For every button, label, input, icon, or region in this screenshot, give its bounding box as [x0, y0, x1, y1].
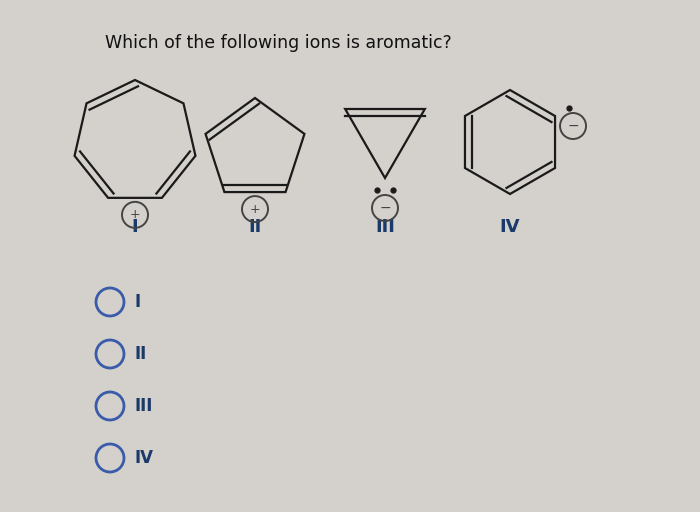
Text: I: I: [132, 218, 139, 236]
Text: +: +: [130, 208, 140, 221]
Text: IV: IV: [134, 449, 153, 467]
Text: II: II: [134, 345, 146, 363]
Text: IV: IV: [500, 218, 520, 236]
Text: III: III: [134, 397, 153, 415]
Text: I: I: [134, 293, 140, 311]
Text: −: −: [379, 201, 391, 215]
Text: III: III: [375, 218, 395, 236]
Text: Which of the following ions is aromatic?: Which of the following ions is aromatic?: [105, 34, 452, 52]
Text: II: II: [248, 218, 262, 236]
Text: −: −: [567, 119, 579, 133]
Text: +: +: [250, 203, 260, 216]
